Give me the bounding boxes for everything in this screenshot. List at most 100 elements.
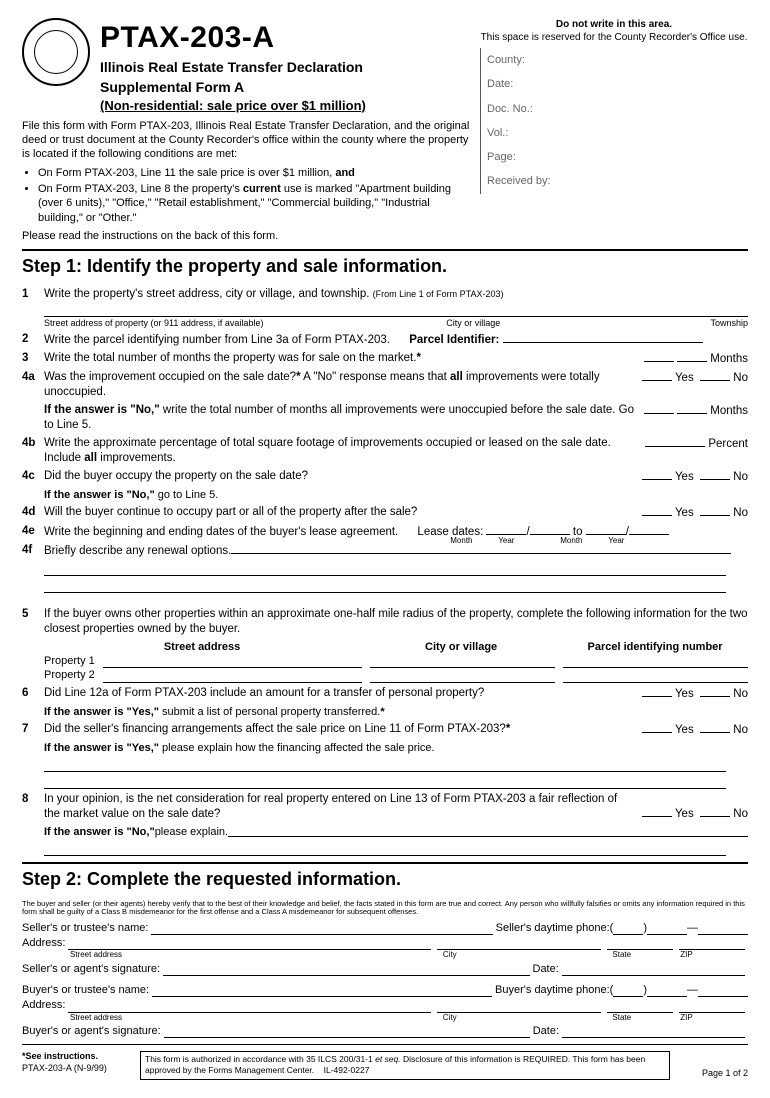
buyer-phone-area[interactable] — [613, 986, 643, 997]
instr-intro: File this form with Form PTAX-203, Illin… — [22, 120, 469, 161]
buyer-sig-input[interactable] — [164, 1026, 530, 1038]
buyer-sig-row: Buyer's or agent's signature: Date: — [22, 1024, 748, 1038]
4f-line3[interactable] — [44, 579, 726, 593]
4e-m2[interactable] — [586, 524, 626, 535]
state-seal-icon — [22, 18, 90, 86]
seller-city[interactable] — [437, 938, 602, 950]
buyer-zip[interactable] — [679, 1001, 745, 1013]
buyer-name-input[interactable] — [152, 985, 492, 997]
line-4a: 4a Was the improvement occupied on the s… — [22, 370, 748, 400]
step1-heading: Step 1: Identify the property and sale i… — [22, 249, 748, 278]
7-no[interactable] — [700, 722, 730, 733]
line-8: 8 In your opinion, is the net considerat… — [22, 792, 748, 822]
7-line1[interactable] — [44, 758, 726, 772]
seller-sig-input[interactable] — [163, 964, 529, 976]
office-warn: Do not write in this area. — [556, 19, 672, 30]
buyer-addr-labels: Street address City State ZIP — [70, 1013, 748, 1023]
line-7: 7 Did the seller's financing arrangement… — [22, 722, 748, 738]
p1-addr[interactable] — [103, 655, 362, 668]
4d-yes[interactable] — [642, 505, 672, 516]
office-docno: Doc. No.: — [487, 97, 748, 121]
8-explain[interactable] — [228, 825, 748, 837]
seller-street[interactable] — [68, 938, 430, 950]
p2-city[interactable] — [370, 670, 555, 683]
form-title-2: Supplemental Form A — [100, 79, 480, 97]
line-4e: 4e Write the beginning and ending dates … — [22, 524, 748, 540]
4c-no[interactable] — [700, 469, 730, 480]
4d-no[interactable] — [700, 505, 730, 516]
4e-m1[interactable] — [486, 524, 526, 535]
form-subtitle: (Non-residential: sale price over $1 mil… — [100, 98, 480, 115]
property-2-row: Property 2 — [44, 668, 748, 682]
6-no[interactable] — [700, 686, 730, 697]
seller-phone-2[interactable] — [698, 924, 748, 935]
seller-sig-row: Seller's or agent's signature: Date: — [22, 962, 748, 976]
line-4d: 4d Will the buyer continue to occupy par… — [22, 505, 748, 521]
line-5: 5 If the buyer owns other properties wit… — [22, 607, 748, 637]
seller-state[interactable] — [607, 938, 673, 950]
7-yes[interactable] — [642, 722, 672, 733]
4e-y2[interactable] — [629, 524, 669, 535]
seller-name-input[interactable] — [151, 923, 492, 935]
p1-parcel[interactable] — [563, 655, 748, 668]
line-1-labels: Street address of property (or 911 addre… — [44, 318, 748, 330]
instr-bullet-1: On Form PTAX-203, Line 11 the sale price… — [38, 166, 474, 180]
buyer-phone-2[interactable] — [698, 986, 748, 997]
page-number: Page 1 of 2 — [678, 1068, 748, 1080]
4a-no[interactable] — [700, 370, 730, 381]
office-received: Received by: — [487, 169, 748, 193]
office-note: This space is reserved for the County Re… — [481, 32, 748, 43]
buyer-name-row: Buyer's or trustee's name: Buyer's dayti… — [22, 983, 748, 997]
4c-yes[interactable] — [642, 469, 672, 480]
buyer-street[interactable] — [68, 1001, 430, 1013]
office-date: Date: — [487, 72, 748, 96]
8-no[interactable] — [700, 806, 730, 817]
buyer-city[interactable] — [437, 1001, 602, 1013]
4f-line2[interactable] — [44, 562, 726, 576]
instr-outro: Please read the instructions on the back… — [22, 230, 278, 242]
title-row: PTAX-203-A Illinois Real Estate Transfer… — [22, 18, 480, 115]
line-3: 3 Write the total number of months the p… — [22, 351, 748, 367]
form-code: PTAX-203-A — [100, 18, 480, 57]
buyer-address-row: Address: — [22, 998, 748, 1012]
seller-phone-area[interactable] — [613, 924, 643, 935]
line-6: 6 Did Line 12a of Form PTAX-203 include … — [22, 686, 748, 702]
seller-sig-date[interactable] — [562, 964, 745, 976]
office-page: Page: — [487, 145, 748, 169]
p2-addr[interactable] — [103, 670, 362, 683]
line-4a-if: If the answer is "No," write the total n… — [22, 403, 748, 433]
8-yes[interactable] — [642, 806, 672, 817]
line3-input1[interactable] — [644, 351, 674, 362]
footer: *See instructions. PTAX-203-A (N-9/99) T… — [22, 1051, 748, 1079]
line-8-if: If the answer is "No," please explain. — [44, 825, 748, 839]
seller-phone-1[interactable] — [647, 924, 687, 935]
6-yes[interactable] — [642, 686, 672, 697]
line3-input2[interactable] — [677, 351, 707, 362]
line-1-input-row[interactable] — [44, 316, 748, 317]
parcel-id-input[interactable] — [503, 332, 703, 343]
line-5-headers: Street address City or village Parcel id… — [44, 640, 748, 654]
4e-y1[interactable] — [530, 524, 570, 535]
filing-instructions: File this form with Form PTAX-203, Illin… — [22, 119, 474, 243]
seller-zip[interactable] — [679, 938, 745, 950]
buyer-sig-date[interactable] — [562, 1026, 745, 1038]
recorder-office-box: Do not write in this area. This space is… — [480, 18, 748, 243]
line-4c: 4c Did the buyer occupy the property on … — [22, 469, 748, 485]
line-1: 1 Write the property's street address, c… — [22, 287, 748, 302]
form-id: PTAX-203-A (N-9/99) — [22, 1063, 107, 1073]
4b-percent[interactable] — [645, 436, 705, 447]
step2-cert: The buyer and seller (or their agents) h… — [22, 900, 748, 917]
line-4f: 4f Briefly describe any renewal options. — [22, 543, 748, 559]
4a-months1[interactable] — [644, 403, 674, 414]
p1-city[interactable] — [370, 655, 555, 668]
form-title-1: Illinois Real Estate Transfer Declaratio… — [100, 59, 480, 77]
8-line2[interactable] — [44, 842, 726, 856]
buyer-phone-1[interactable] — [647, 986, 687, 997]
line-4c-if: If the answer is "No," go to Line 5. — [44, 488, 748, 502]
instr-bullet-2: On Form PTAX-203, Line 8 the property's … — [38, 182, 474, 225]
p2-parcel[interactable] — [563, 670, 748, 683]
buyer-state[interactable] — [607, 1001, 673, 1013]
7-line2[interactable] — [44, 775, 726, 789]
4a-yes[interactable] — [642, 370, 672, 381]
4a-months2[interactable] — [677, 403, 707, 414]
